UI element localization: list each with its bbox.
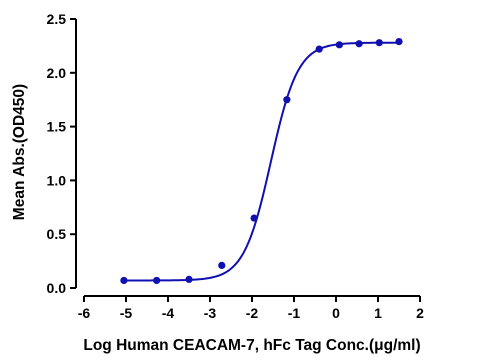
- x-tick-label: 0: [332, 305, 340, 321]
- axes: 0.0 0.5 1.0 1.5 2.0 2.5 -6 -5 -4 -3 -2 -1 0 1 2: [47, 11, 425, 321]
- data-point: [120, 276, 128, 285]
- x-tick-label: -2: [246, 305, 259, 321]
- data-point: [355, 40, 363, 48]
- y-tick-label: 1.5: [47, 119, 67, 135]
- x-tick-label: -1: [288, 305, 301, 321]
- x-axis-title: Log Human CEACAM-7, hFc Tag Conc.(μg/ml): [83, 337, 420, 354]
- data-point: [375, 39, 383, 47]
- y-tick-label: 2.5: [47, 11, 67, 27]
- data-point: [283, 96, 291, 104]
- y-tick-label: 1.0: [47, 172, 67, 188]
- y-tick-label: 2.0: [47, 65, 67, 81]
- y-tick-label: 0.0: [47, 280, 67, 296]
- x-tick-label: -3: [204, 305, 217, 321]
- x-tick-label: -4: [162, 305, 175, 321]
- x-tick-label: -6: [78, 305, 91, 321]
- data-point: [395, 37, 403, 46]
- data-point: [153, 276, 161, 285]
- data-point: [185, 275, 193, 283]
- data-point: [218, 261, 226, 270]
- x-tick-label: 1: [374, 305, 382, 321]
- data-point: [335, 41, 343, 49]
- data-points-layer: [120, 37, 403, 285]
- fit-curve-layer: [123, 41, 399, 282]
- y-tick-label: 0.5: [47, 226, 67, 242]
- data-point: [315, 45, 323, 53]
- x-tick-label: 2: [416, 305, 424, 321]
- fit-curve: [123, 41, 399, 282]
- y-axis-title: Mean Abs.(OD450): [11, 84, 28, 220]
- x-tick-label: -5: [120, 305, 133, 321]
- data-point: [250, 214, 258, 222]
